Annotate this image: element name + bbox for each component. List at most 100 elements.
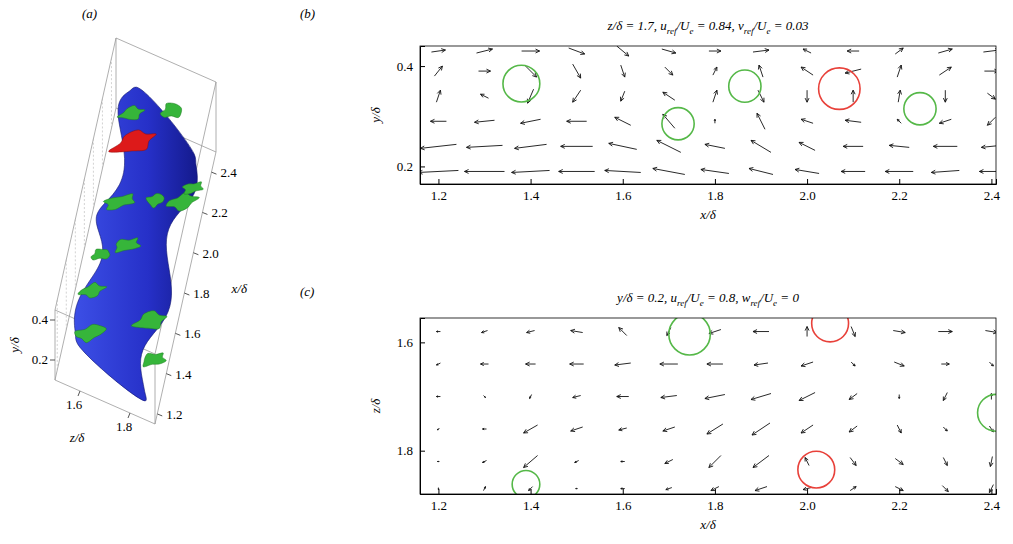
tick-label: 1.6 bbox=[184, 326, 201, 341]
vector-arrow bbox=[849, 394, 857, 400]
tick-label: 2.4 bbox=[984, 188, 1001, 203]
vector-arrow bbox=[570, 362, 584, 366]
vector-arrow bbox=[465, 169, 505, 173]
vector-arrow bbox=[420, 144, 456, 149]
vector-arrow bbox=[653, 167, 685, 174]
tick-label: 0.2 bbox=[32, 352, 48, 367]
title-part: z/δ = 1.7, u bbox=[607, 18, 668, 33]
vector-arrow bbox=[705, 143, 725, 148]
vector-arrow bbox=[666, 488, 672, 490]
tick bbox=[166, 374, 171, 376]
axis-line bbox=[421, 179, 997, 185]
title-part: = 0.84, v bbox=[693, 18, 744, 33]
vortex-circle bbox=[503, 65, 540, 102]
tick bbox=[175, 333, 180, 335]
vector-arrow bbox=[436, 90, 441, 102]
tick: 0.4 bbox=[397, 59, 425, 74]
tick: 1.8 bbox=[707, 179, 723, 203]
vector-arrow bbox=[431, 49, 445, 53]
vector-arrow bbox=[482, 331, 488, 333]
axis-title: x/δ bbox=[231, 281, 248, 296]
vector-arrow bbox=[571, 427, 583, 432]
vector-arrow bbox=[803, 49, 811, 53]
tick-mark bbox=[899, 489, 900, 494]
vector-arrow bbox=[850, 487, 856, 491]
vector-arrow bbox=[512, 170, 550, 174]
tick-label: 2.0 bbox=[202, 246, 218, 261]
vector-arrow bbox=[437, 461, 439, 463]
tick-label: 2.0 bbox=[799, 188, 815, 203]
isosurface-vortex-prograde bbox=[78, 282, 107, 298]
vector-arrow bbox=[660, 362, 678, 366]
tick-mark bbox=[991, 179, 992, 184]
vector-arrow bbox=[713, 67, 717, 75]
tick: 1.2 bbox=[431, 179, 447, 203]
grid-line bbox=[84, 179, 85, 249]
vector-arrow bbox=[885, 169, 913, 173]
panel-2: (c)y/δ = 0.2, uref/Ue = 0.8, wref/Ue = 0… bbox=[300, 284, 1013, 532]
vector-arrow bbox=[753, 330, 769, 334]
tick: 2.0 bbox=[799, 179, 815, 203]
axis-line bbox=[421, 319, 426, 495]
vector-arrow bbox=[801, 425, 813, 433]
vector-arrow bbox=[484, 487, 486, 491]
vector-arrow bbox=[561, 144, 593, 148]
tick-label: 1.4 bbox=[523, 188, 540, 203]
isosurface-vortex-prograde bbox=[103, 194, 134, 210]
vector-arrow bbox=[985, 330, 996, 334]
tick-mark bbox=[715, 489, 716, 494]
tick-label: 1.8 bbox=[397, 443, 413, 458]
isosurface-vortex-prograde bbox=[131, 311, 167, 329]
tick-mark bbox=[807, 489, 808, 494]
isosurface-vortex-prograde bbox=[117, 105, 145, 119]
tick-mark bbox=[438, 179, 439, 184]
vector-arrow bbox=[615, 363, 631, 367]
title-part: = 0 bbox=[777, 290, 799, 305]
vector-arrow bbox=[805, 90, 809, 102]
vector-arrow bbox=[943, 427, 947, 431]
tick-label: 2.4 bbox=[220, 165, 237, 180]
box-edge bbox=[155, 354, 156, 424]
vector-arrow bbox=[529, 487, 533, 491]
grid-line bbox=[75, 219, 76, 289]
tick-mark bbox=[899, 179, 900, 184]
tick-label: 1.2 bbox=[166, 407, 182, 422]
y-axis: 1.61.8 bbox=[397, 319, 425, 495]
tick-label: 2.2 bbox=[892, 188, 908, 203]
vector-arrow bbox=[436, 396, 440, 398]
vector-arrow bbox=[527, 330, 535, 333]
panel-title: y/δ = 0.2, uref/Ue = 0.8, wref/Ue = 0 bbox=[615, 290, 799, 308]
isosurface-vortex-prograde bbox=[166, 192, 199, 211]
y-axis: 0.20.4 bbox=[397, 47, 425, 185]
vector-arrow bbox=[943, 90, 947, 102]
vector-arrow bbox=[576, 488, 578, 490]
vector-arrow bbox=[705, 395, 725, 400]
vector-arrow bbox=[898, 90, 902, 102]
isosurface-vortex-retrograde bbox=[109, 130, 157, 152]
axis-title: y/δ bbox=[7, 336, 22, 354]
x-axis: 1.21.41.61.82.02.22.4 bbox=[421, 489, 1001, 513]
axis-line bbox=[421, 47, 426, 185]
tick: 1.6 bbox=[615, 179, 632, 203]
vector-arrow bbox=[436, 363, 440, 365]
tick bbox=[193, 253, 198, 255]
vector-arrow bbox=[943, 393, 947, 401]
vector-arrow bbox=[931, 170, 959, 174]
vector-arrow bbox=[573, 90, 581, 102]
vector-arrow bbox=[847, 49, 859, 53]
vector-arrow bbox=[805, 327, 809, 337]
vector-arrow bbox=[981, 145, 996, 149]
tick bbox=[202, 212, 207, 214]
tick-label: 2.0 bbox=[799, 498, 815, 513]
tick: 1.8 bbox=[707, 489, 723, 513]
vector-arrow bbox=[897, 65, 902, 77]
vector-arrow bbox=[571, 329, 583, 333]
vector-arrow bbox=[849, 426, 857, 432]
vector-arrow bbox=[939, 67, 951, 75]
vector-arrow bbox=[938, 48, 952, 53]
vector-arrow bbox=[755, 487, 767, 492]
plot-frame bbox=[420, 318, 996, 494]
isosurface-vortex-prograde bbox=[160, 103, 181, 118]
axis-ticks: 1.21.41.61.82.02.22.40.20.41.61.8 bbox=[32, 165, 237, 434]
axis-title: z/δ bbox=[368, 398, 383, 415]
